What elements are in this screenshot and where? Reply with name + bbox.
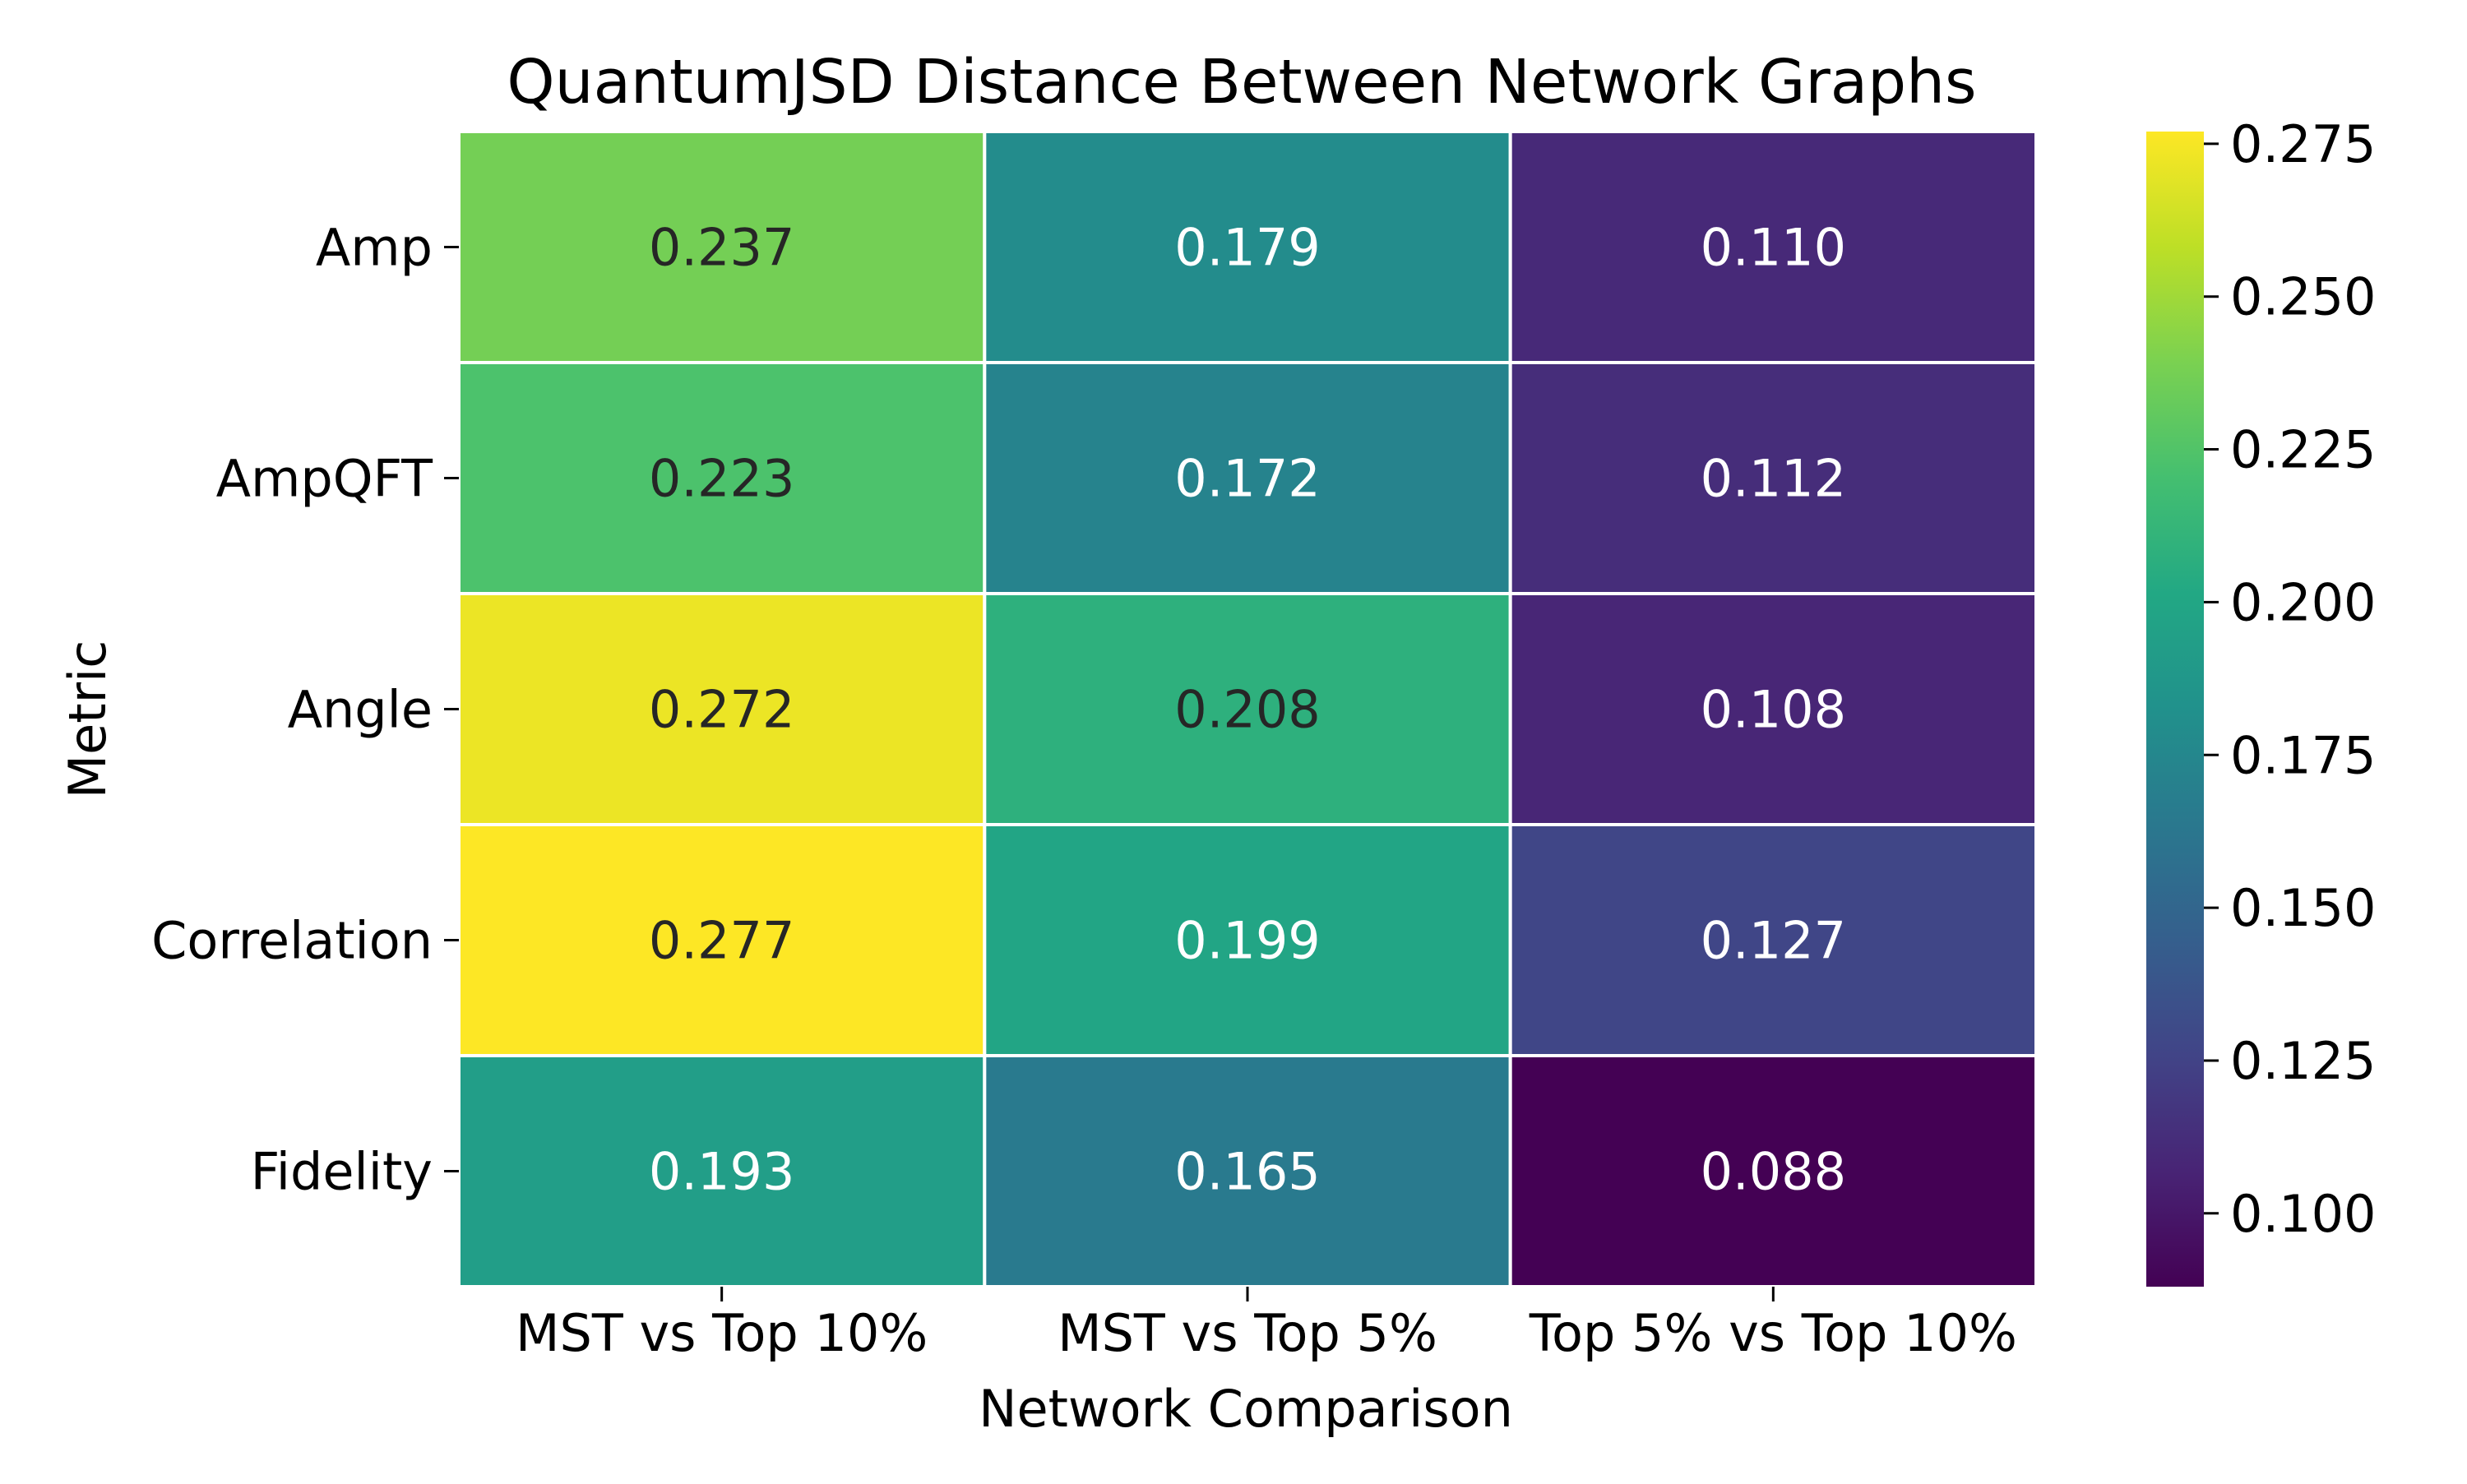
x-tick-label: MST vs Top 5% (1058, 1303, 1437, 1363)
colorbar-tick-label: 0.250 (2230, 267, 2377, 327)
heatmap-cell (1508, 130, 2038, 364)
heatmap-cell (1508, 361, 2038, 595)
heatmap-cell (457, 130, 987, 364)
cell-value-label: 0.223 (649, 449, 795, 509)
colorbar-tick-label: 0.225 (2230, 420, 2377, 480)
y-tick-label: Amp (316, 218, 433, 278)
colorbar-tick-label: 0.275 (2230, 114, 2377, 174)
colorbar-tick-label: 0.175 (2230, 725, 2377, 785)
cell-value-label: 0.165 (1174, 1142, 1321, 1202)
cell-value-label: 0.277 (649, 911, 795, 971)
cell-value-label: 0.110 (1701, 218, 1847, 278)
heatmap-cell (457, 1054, 987, 1288)
colorbar-tick-label: 0.150 (2230, 878, 2377, 938)
cell-value-label: 0.179 (1174, 218, 1321, 278)
cell-value-label: 0.088 (1701, 1142, 1847, 1202)
cell-value-label: 0.172 (1174, 449, 1321, 509)
y-tick-label: Correlation (151, 911, 433, 971)
heatmap-cell (1508, 823, 2038, 1057)
heatmap-cell (983, 130, 1512, 364)
heatmap-cell (983, 361, 1512, 595)
cell-value-label: 0.208 (1174, 680, 1321, 740)
cell-value-label: 0.272 (649, 680, 795, 740)
x-tick-label: MST vs Top 10% (516, 1303, 928, 1363)
cell-value-label: 0.127 (1701, 911, 1847, 971)
x-tick-label: Top 5% vs Top 10% (1529, 1303, 2017, 1363)
colorbar-tick-label: 0.200 (2230, 572, 2377, 632)
cell-value-label: 0.112 (1701, 449, 1847, 509)
heatmap-cell (1508, 1054, 2038, 1288)
heatmap-cell (983, 592, 1512, 826)
y-tick-label: Fidelity (251, 1142, 433, 1202)
y-axis-title: Metric (58, 640, 118, 799)
y-tick-label: AmpQFT (216, 449, 434, 509)
cell-value-label: 0.108 (1701, 680, 1847, 740)
y-tick-label: Angle (288, 680, 433, 740)
x-axis-title: Network Comparison (979, 1379, 1513, 1439)
heatmap-cell (983, 1054, 1512, 1288)
colorbar-tick-label: 0.125 (2230, 1031, 2377, 1091)
chart-title: QuantumJSD Distance Between Network Grap… (507, 47, 1976, 118)
heatmap-cell (457, 823, 987, 1057)
colorbar-tick-label: 0.100 (2230, 1184, 2377, 1244)
colorbar (2146, 132, 2204, 1287)
heatmap-cell (457, 361, 987, 595)
cell-value-label: 0.193 (649, 1142, 795, 1202)
cell-value-label: 0.199 (1174, 911, 1321, 971)
cell-value-label: 0.237 (649, 218, 795, 278)
